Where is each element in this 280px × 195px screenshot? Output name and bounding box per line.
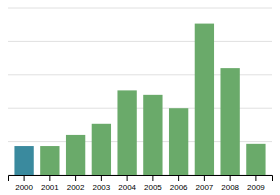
x-tick-label: 2007 [195, 183, 213, 192]
x-axis-line [9, 176, 273, 182]
x-tick: 2001 [41, 175, 59, 192]
bars [14, 24, 265, 175]
x-tick: 2004 [118, 175, 136, 192]
chart: 2000 2001 2002 2003 2004 2005 2006 2007 2008 2009 [0, 0, 280, 195]
x-tick: 2002 [67, 175, 85, 192]
x-tick-label: 2001 [41, 183, 59, 192]
x-tick-label: 2009 [247, 183, 265, 192]
x-tick: 2006 [170, 175, 188, 192]
x-tick-mark [49, 175, 50, 181]
grid-line [8, 41, 272, 42]
x-tick: 2009 [247, 175, 265, 192]
x-tick-label: 2005 [144, 183, 162, 192]
x-tick: 2007 [195, 175, 213, 192]
x-tick-mark [152, 175, 153, 181]
bar [40, 146, 59, 175]
x-tick-mark [75, 175, 76, 181]
x-tick-mark [178, 175, 179, 181]
grid [8, 8, 272, 175]
x-tick-mark [230, 175, 231, 181]
bar [143, 95, 162, 175]
x-tick: 2000 [15, 175, 33, 192]
x-tick-mark [101, 175, 102, 181]
x-tick: 2005 [144, 175, 162, 192]
grid-line [8, 8, 272, 9]
bar [92, 124, 111, 175]
bar [117, 90, 136, 175]
bar [169, 108, 188, 175]
plot: 2000 2001 2002 2003 2004 2005 2006 2007 2008 2009 [8, 8, 273, 192]
x-axis: 2000 2001 2002 2003 2004 2005 2006 2007 2008 2009 [9, 175, 273, 192]
x-tick: 2008 [221, 175, 239, 192]
bar [66, 135, 85, 175]
x-tick-label: 2008 [221, 183, 239, 192]
x-tick-label: 2004 [118, 183, 136, 192]
bar [195, 24, 214, 175]
x-tick-mark [204, 175, 205, 181]
x-tick-label: 2006 [170, 183, 188, 192]
bar [14, 146, 33, 175]
x-tick-mark [127, 175, 128, 181]
x-tick-label: 2003 [92, 183, 110, 192]
x-tick-mark [24, 175, 25, 181]
x-tick-label: 2002 [67, 183, 85, 192]
bar [246, 144, 265, 175]
x-tick: 2003 [92, 175, 110, 192]
x-tick-mark [255, 175, 256, 181]
bar [220, 68, 239, 175]
x-tick-label: 2000 [15, 183, 33, 192]
